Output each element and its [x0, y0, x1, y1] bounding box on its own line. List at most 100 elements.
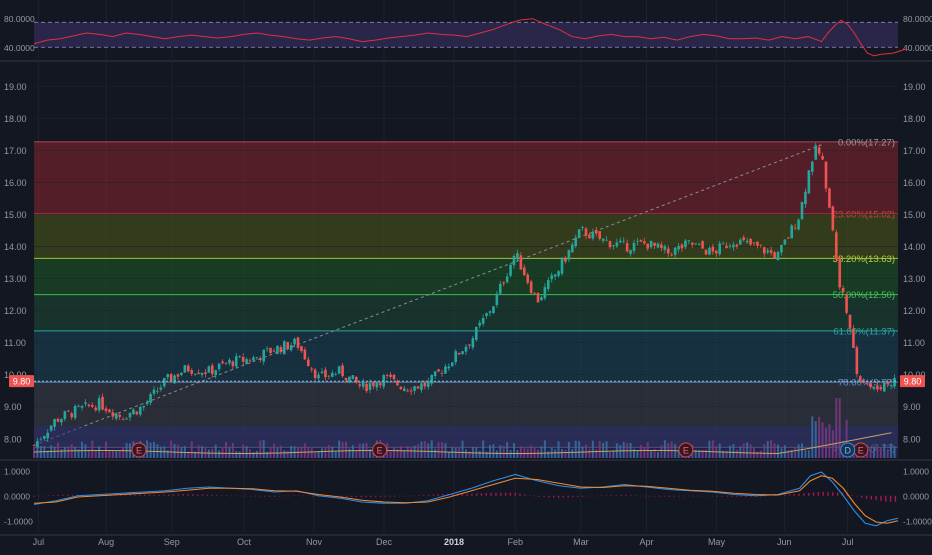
macd-histogram-bar [707, 495, 709, 497]
macd-histogram-bar [875, 495, 877, 501]
macd-histogram-bar [124, 494, 127, 496]
macd-histogram-bar [148, 494, 151, 496]
volume-bar [605, 441, 608, 458]
volume-bar [530, 445, 533, 458]
volume-bar [543, 440, 546, 458]
volume-bar [533, 447, 536, 458]
volume-bar [495, 450, 498, 458]
macd-histogram-bar [682, 495, 685, 497]
volume-bar [430, 440, 433, 458]
candle-body [749, 238, 752, 245]
volume-bar [742, 443, 745, 458]
candle-body [642, 241, 646, 244]
price-tick-label-right: 14.00 [903, 242, 926, 252]
candle-body [498, 283, 502, 294]
volume-bar [818, 416, 821, 458]
volume-bar [338, 440, 341, 458]
macd-histogram-bar [346, 495, 348, 497]
candle-body [372, 382, 375, 387]
volume-bar [873, 446, 875, 458]
candle-body [790, 225, 794, 239]
candle-body [858, 376, 862, 381]
price-tick-label-left: 11.00 [4, 338, 26, 348]
volume-bar [317, 450, 320, 458]
volume-bar [478, 450, 481, 458]
candle-body [114, 413, 118, 419]
x-axis-month-label: Feb [507, 537, 523, 547]
candle-body [872, 387, 876, 389]
volume-bar [561, 449, 563, 458]
macd-histogram-bar [596, 495, 598, 497]
macd-histogram-bar [702, 495, 704, 497]
candle-body [341, 365, 344, 377]
volume-bar [619, 444, 622, 458]
x-axis-month-label: Oct [237, 537, 252, 547]
macd-histogram-bar [721, 495, 723, 497]
price-tick-label-left: 8.00 [4, 434, 22, 444]
candle-body [471, 338, 475, 348]
candle-body [725, 245, 728, 249]
volume-bar [441, 442, 443, 458]
candle-body [591, 231, 595, 239]
volume-bar [334, 451, 337, 458]
candle-body [334, 374, 338, 375]
candle-body [769, 250, 773, 253]
volume-bar [766, 440, 769, 458]
macd-histogram-bar [673, 495, 675, 497]
candle-body [80, 405, 84, 408]
volume-bar [811, 416, 814, 458]
volume-bar [396, 449, 399, 458]
candle-body [502, 282, 506, 284]
candle-body [577, 229, 581, 238]
macd-histogram-bar [225, 495, 228, 497]
candle-body [564, 258, 567, 262]
volume-bar [821, 422, 824, 458]
macd-histogram-bar [798, 493, 800, 496]
candle-body [221, 361, 224, 364]
macd-histogram-bar [341, 495, 343, 497]
macd-histogram-bar [480, 493, 483, 496]
macd-histogram-bar [654, 495, 656, 497]
volume-bar [893, 446, 896, 458]
volume-bar [87, 449, 90, 458]
volume-bar [759, 450, 762, 458]
volume-bar [845, 419, 848, 458]
macd-histogram-bar [245, 495, 247, 497]
macd-histogram-bar [500, 492, 502, 496]
candle-body [204, 372, 207, 375]
candle-body [214, 370, 218, 376]
macd-histogram-bar [711, 495, 714, 497]
candle-body [228, 359, 231, 364]
volume-bar [701, 450, 704, 458]
candle-body [437, 369, 440, 372]
macd-histogram-bar [490, 492, 492, 496]
x-axis-month-label: Jul [33, 537, 45, 547]
candle-body [231, 361, 235, 367]
volume-bar [677, 450, 680, 458]
candle-body [570, 244, 574, 253]
candle-body [543, 287, 547, 299]
macd-histogram-bar [240, 495, 242, 497]
macd-histogram [33, 491, 897, 502]
volume-bar [153, 442, 155, 458]
macd-histogram-bar [697, 495, 699, 497]
earnings-marker-label: E [683, 446, 689, 456]
price-tick-label-left: 9.00 [4, 402, 22, 412]
candle-body [245, 359, 248, 364]
volume-bar [801, 443, 803, 458]
candle-body [121, 419, 125, 421]
volume-bar [345, 441, 347, 458]
volume-bar [53, 446, 56, 458]
volume-bar [591, 440, 594, 458]
volume-bar [255, 450, 258, 458]
macd-histogram-bar [524, 494, 526, 496]
x-axis-month-label: Jul [842, 537, 854, 547]
candle-body [258, 357, 262, 360]
candle-body [711, 246, 715, 252]
macd-histogram-bar [283, 495, 285, 497]
macd-histogram-bar [317, 495, 319, 497]
candle-body [718, 243, 722, 255]
volume-bar [814, 421, 817, 458]
candle-body [396, 380, 399, 386]
